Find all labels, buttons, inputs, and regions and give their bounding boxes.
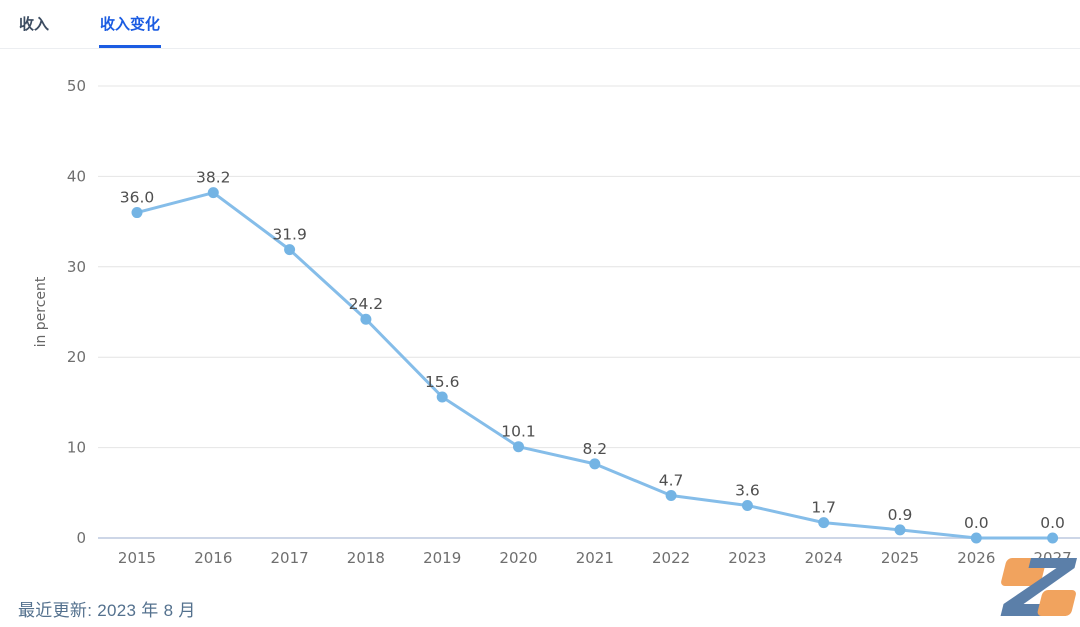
x-tick-label: 2020 bbox=[499, 549, 537, 567]
data-label: 0.9 bbox=[888, 506, 913, 524]
data-label: 15.6 bbox=[425, 373, 460, 391]
data-label: 8.2 bbox=[582, 440, 607, 458]
x-tick-label: 2017 bbox=[271, 549, 309, 567]
x-tick-label: 2025 bbox=[881, 549, 919, 567]
tab-income-change[interactable]: 收入变化 bbox=[99, 2, 162, 48]
data-label: 4.7 bbox=[659, 472, 684, 490]
y-tick-label: 20 bbox=[67, 348, 86, 366]
z-logo bbox=[1000, 558, 1078, 616]
x-tick-label: 2023 bbox=[728, 549, 766, 567]
data-point[interactable] bbox=[360, 313, 372, 325]
data-point[interactable] bbox=[741, 499, 753, 511]
data-label: 0.0 bbox=[1040, 514, 1065, 532]
data-label: 24.2 bbox=[349, 295, 384, 313]
data-point[interactable] bbox=[589, 458, 601, 470]
y-tick-label: 30 bbox=[67, 258, 86, 276]
data-point[interactable] bbox=[207, 187, 219, 199]
y-tick-label: 10 bbox=[67, 439, 86, 457]
line-series bbox=[135, 191, 1055, 540]
x-tick-label: 2024 bbox=[805, 549, 843, 567]
tab-income[interactable]: 收入 bbox=[19, 16, 50, 33]
data-point[interactable] bbox=[894, 524, 906, 536]
x-tick-label: 2021 bbox=[576, 549, 614, 567]
chart-area: 0 10 20 30 40 50 in percent 2015 2016 2017 2018 201… bbox=[0, 59, 1080, 579]
data-label: 10.1 bbox=[501, 423, 536, 441]
income-change-line-chart: 0 10 20 30 40 50 in percent 2015 2016 2017 2018 201… bbox=[33, 77, 1080, 567]
data-label: 36.0 bbox=[120, 189, 155, 207]
tab-bar: 收入 收入变化 bbox=[0, 0, 1080, 49]
data-point[interactable] bbox=[513, 441, 524, 453]
data-point[interactable] bbox=[1047, 532, 1059, 544]
data-point[interactable] bbox=[970, 532, 982, 544]
data-label: 3.6 bbox=[735, 481, 760, 499]
logo-orange-tile-bottom bbox=[1037, 590, 1076, 616]
x-tick-label: 2022 bbox=[652, 549, 690, 567]
y-tick-label: 50 bbox=[67, 77, 86, 95]
x-tick-label: 2015 bbox=[118, 549, 156, 567]
logo-z-shape bbox=[1000, 558, 1078, 616]
x-tick-label: 2019 bbox=[423, 549, 461, 567]
data-label: 38.2 bbox=[196, 169, 231, 187]
data-point[interactable] bbox=[818, 517, 830, 529]
x-tick-label: 2026 bbox=[957, 549, 995, 567]
data-point[interactable] bbox=[131, 207, 143, 219]
data-point[interactable] bbox=[665, 490, 677, 502]
data-label: 0.0 bbox=[964, 514, 989, 532]
y-axis-title: in percent bbox=[33, 276, 49, 347]
y-tick-label: 40 bbox=[67, 167, 86, 185]
x-tick-label: 2016 bbox=[194, 549, 232, 567]
footer: 最近更新: 2023 年 8 月 bbox=[18, 596, 196, 621]
data-point[interactable] bbox=[436, 391, 448, 403]
data-point[interactable] bbox=[284, 244, 296, 256]
x-tick-label: 2018 bbox=[347, 549, 385, 567]
y-tick-label: 0 bbox=[76, 529, 86, 547]
last-updated-text: 最近更新: 2023 年 8 月 bbox=[18, 601, 196, 620]
data-label: 1.7 bbox=[811, 499, 836, 517]
data-label: 31.9 bbox=[272, 226, 307, 244]
